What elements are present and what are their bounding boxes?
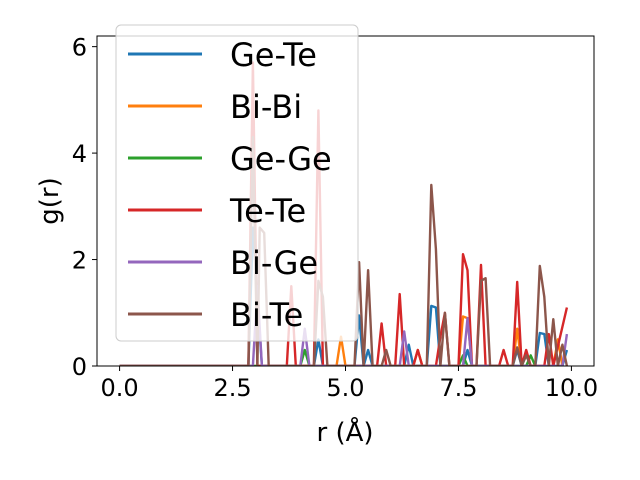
x-axis-label: r (Å) [316,416,373,448]
y-tick-label: 2 [72,247,87,275]
y-tick-label: 4 [72,140,87,168]
legend-label-bi-te: Bi-Te [230,296,303,334]
legend-label-ge-ge: Ge-Ge [230,140,332,178]
y-axis-label: g(r) [35,177,65,224]
y-tick-label: 0 [72,353,87,381]
x-tick-label: 5.0 [326,374,364,402]
x-tick-label: 10.0 [545,374,598,402]
x-tick-label: 2.5 [213,374,251,402]
x-tick-label: 7.5 [439,374,477,402]
legend-label-ge-te: Ge-Te [230,36,317,74]
legend: Ge-Te Bi-Bi Ge-Ge Te-Te Bi-Ge Bi-Te [115,24,359,342]
x-axis: 0.0 2.5 5.0 7.5 10.0 [101,366,598,402]
x-tick-label: 0.0 [101,374,139,402]
legend-label-bi-bi: Bi-Bi [230,88,302,126]
series-line-bi-bi [119,315,564,366]
y-axis: 0 2 4 6 [72,34,97,381]
legend-label-te-te: Te-Te [229,192,306,230]
legend-label-bi-ge: Bi-Ge [230,244,318,282]
series-line-bi-te [119,135,569,366]
series-line-te-te [119,61,569,366]
y-tick-label: 6 [72,34,87,62]
